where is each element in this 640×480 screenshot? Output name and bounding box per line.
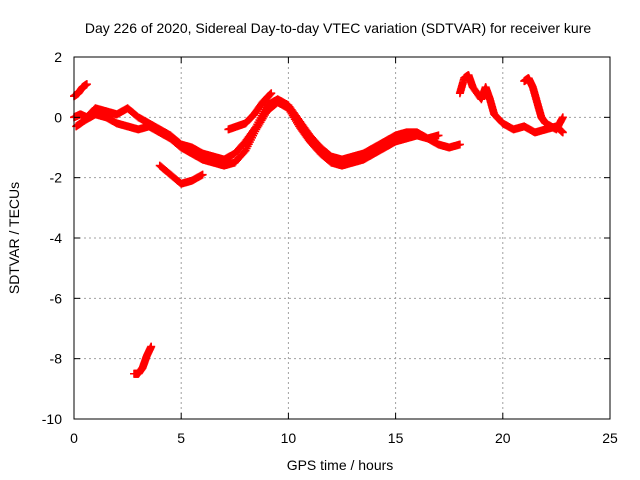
y-tick-label: -10 xyxy=(42,411,62,427)
x-axis-tick-labels: 0 5 10 15 20 25 xyxy=(70,430,618,446)
series-track-8 xyxy=(520,74,567,134)
data-point xyxy=(147,342,156,351)
y-axis-tick-labels: -10 -8 -6 -4 -2 0 2 xyxy=(42,49,62,427)
data-point xyxy=(265,91,274,100)
x-tick-label: 20 xyxy=(495,430,511,446)
series-track-2 xyxy=(72,98,464,170)
y-tick-label: -4 xyxy=(50,230,63,246)
data-point xyxy=(558,128,567,137)
x-tick-label: 15 xyxy=(388,430,404,446)
chart-title: Day 226 of 2020, Sidereal Day-to-day VTE… xyxy=(85,20,591,36)
y-tick-label: -2 xyxy=(50,170,63,186)
x-tick-label: 0 xyxy=(70,430,78,446)
data-point xyxy=(198,170,207,179)
data-point xyxy=(82,80,91,89)
x-tick-label: 10 xyxy=(281,430,297,446)
y-tick-label: -6 xyxy=(50,290,63,306)
data-point xyxy=(558,113,567,122)
series-track-4 xyxy=(130,342,156,378)
data-point xyxy=(267,89,276,98)
series-track-3 xyxy=(70,80,91,101)
y-tick-label: 0 xyxy=(54,109,62,125)
y-axis-label: SDTVAR / TECUs xyxy=(6,182,22,294)
axis-ticks xyxy=(73,56,611,420)
data-point xyxy=(455,140,464,149)
series-track-5 xyxy=(155,161,207,188)
x-tick-label: 25 xyxy=(602,430,618,446)
x-tick-label: 5 xyxy=(177,430,185,446)
data-points xyxy=(70,71,567,378)
y-tick-label: 2 xyxy=(54,49,62,65)
data-point xyxy=(434,131,443,140)
data-point xyxy=(266,90,275,99)
x-axis-label: GPS time / hours xyxy=(287,457,394,473)
y-tick-label: -8 xyxy=(50,351,63,367)
series-track-6 xyxy=(224,89,276,134)
grid-lines xyxy=(74,57,610,419)
series-track-7 xyxy=(455,71,567,137)
